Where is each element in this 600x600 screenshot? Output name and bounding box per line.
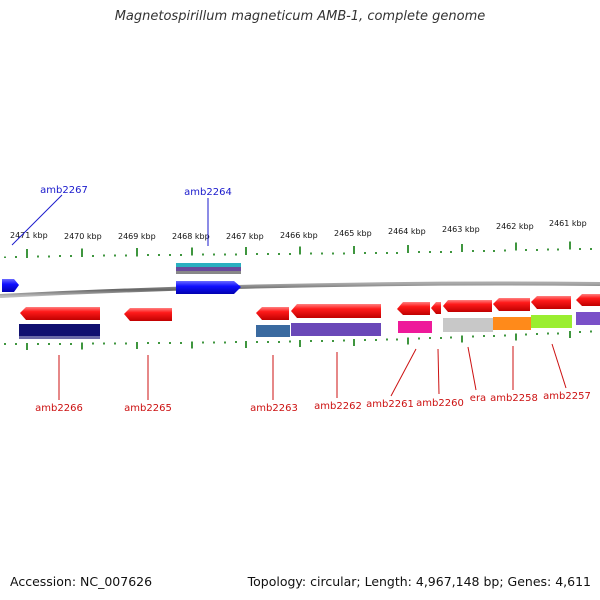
gene-feature-bar[interactable] — [256, 325, 290, 337]
forward-strand-genes[interactable] — [2, 263, 241, 294]
gene-label[interactable]: amb2261 — [366, 399, 414, 410]
gene-label[interactable]: amb2266 — [35, 403, 83, 414]
gene-feature-bar[interactable] — [576, 312, 600, 325]
top-leader-lines — [11, 194, 209, 246]
accession-text: Accession: NC_007626 — [10, 574, 153, 589]
scale-label: 2465 kbp — [334, 229, 372, 238]
gene-arrow-reverse[interactable] — [493, 298, 530, 311]
scale-label: 2461 kbp — [549, 219, 587, 228]
gene-feature-bar[interactable] — [493, 317, 531, 330]
gene-label[interactable]: amb2262 — [314, 401, 362, 412]
map-title: Magnetospirillum magneticum AMB-1, compl… — [114, 9, 486, 24]
scale-label: 2463 kbp — [442, 225, 480, 234]
gene-arrow-reverse[interactable] — [397, 302, 430, 315]
gene-label[interactable]: amb2258 — [490, 393, 538, 404]
scale-label: 2466 kbp — [280, 231, 318, 240]
gene-feature-bar[interactable] — [291, 323, 381, 336]
gene-feature-bar[interactable] — [176, 271, 241, 274]
gene-arrow-reverse[interactable] — [256, 307, 289, 320]
gene-arrow-reverse[interactable] — [291, 304, 381, 318]
scale-label: 2471 kbp — [10, 231, 48, 240]
gene-label[interactable]: amb2260 — [416, 398, 464, 409]
gene-label[interactable]: era — [470, 393, 486, 404]
gene-label[interactable]: amb2265 — [124, 403, 172, 414]
gene-arrow-reverse[interactable] — [20, 307, 100, 320]
gene-feature-bar[interactable] — [531, 315, 572, 328]
bottom-gene-labels: amb2266 amb2265 amb2263 amb2262 amb2261 … — [35, 391, 591, 414]
gene-label[interactable]: amb2257 — [543, 391, 591, 402]
scale-label: 2462 kbp — [496, 222, 534, 231]
gene-feature-bar[interactable] — [176, 267, 241, 271]
gene-feature-bar[interactable] — [19, 336, 100, 339]
gene-feature-bar[interactable] — [176, 263, 241, 267]
gene-arrow-reverse[interactable] — [531, 296, 571, 309]
gene-arrow-reverse[interactable] — [576, 294, 600, 306]
gene-feature-bar[interactable] — [443, 318, 493, 332]
genome-backbone — [0, 281, 600, 298]
gene-arrow-forward[interactable] — [2, 279, 19, 292]
scale-label: 2467 kbp — [226, 232, 264, 241]
scale-ticks-bottom — [4, 330, 592, 350]
gene-arrow-reverse[interactable] — [431, 302, 441, 314]
topology-text: Topology: circular; Length: 4,967,148 bp… — [247, 574, 591, 589]
scale-label: 2468 kbp — [172, 232, 210, 241]
scale-label: 2464 kbp — [388, 227, 426, 236]
gene-arrow-reverse[interactable] — [443, 300, 492, 312]
gene-arrow-forward[interactable] — [176, 281, 241, 294]
gene-feature-bar[interactable] — [398, 321, 432, 333]
top-gene-labels: amb2267 amb2264 — [40, 185, 232, 198]
scale-label: 2470 kbp — [64, 232, 102, 241]
scale-ticks-top — [4, 241, 592, 258]
reverse-strand-genes[interactable] — [19, 294, 600, 339]
gene-label[interactable]: amb2267 — [40, 185, 88, 196]
scale-labels: 2471 kbp 2470 kbp 2469 kbp 2468 kbp 2467… — [10, 219, 587, 241]
gene-arrow-reverse[interactable] — [124, 308, 172, 321]
bottom-leader-lines — [58, 343, 567, 400]
scale-label: 2469 kbp — [118, 232, 156, 241]
gene-feature-bar[interactable] — [19, 324, 100, 337]
gene-label[interactable]: amb2264 — [184, 187, 232, 198]
gene-label[interactable]: amb2263 — [250, 403, 298, 414]
